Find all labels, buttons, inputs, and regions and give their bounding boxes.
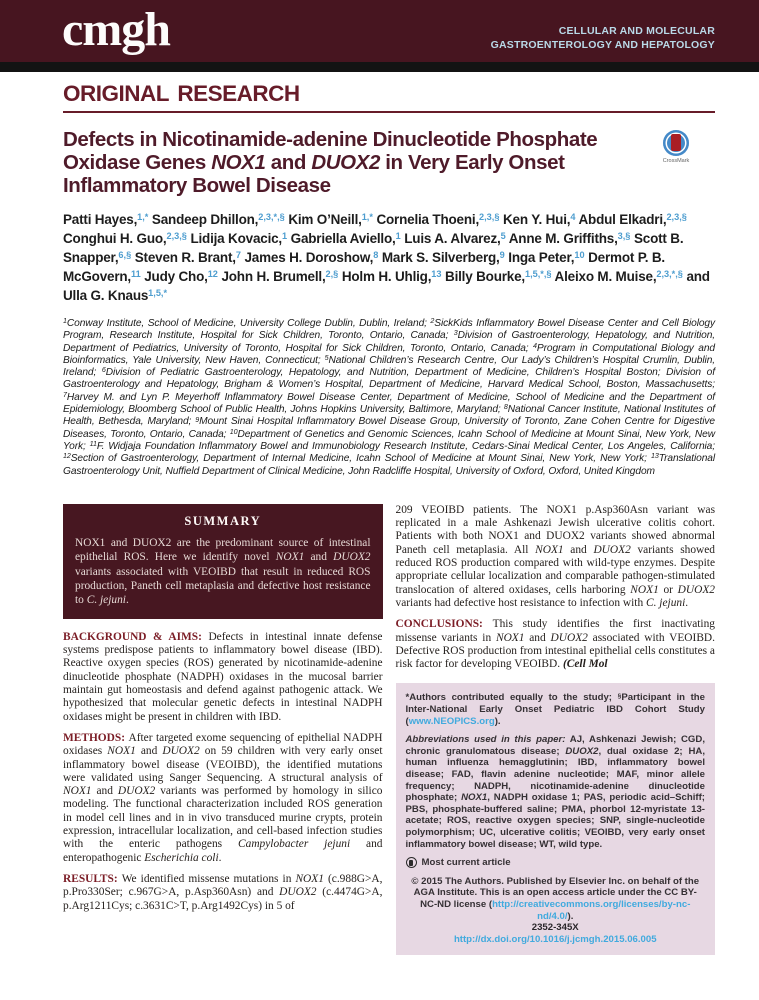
summary-title: SUMMARY xyxy=(184,513,262,528)
conclusions-paragraph: CONCLUSIONS: This study identifies the f… xyxy=(395,618,716,671)
footnote-box: *Authors contributed equally to the stud… xyxy=(395,683,715,956)
left-column: SUMMARY NOX1 and DUOX2 are the predomina… xyxy=(63,503,383,955)
results-continued-paragraph: 209 VEOIBD patients. The NOX1 p.Asp360As… xyxy=(395,503,716,609)
masthead: cmgh CELLULAR AND MOLECULAR GASTROENTERO… xyxy=(0,0,759,62)
abstract-columns: SUMMARY NOX1 and DUOX2 are the predomina… xyxy=(63,503,716,956)
journal-name-line1: CELLULAR AND MOLECULAR xyxy=(558,25,715,37)
doi-line: http://dx.doi.org/10.1016/j.jcmgh.2015.0… xyxy=(406,934,706,946)
journal-name-line2: GASTROENTEROLOGY AND HEPATOLOGY xyxy=(490,38,715,51)
doi-link[interactable]: http://dx.doi.org/10.1016/j.jcmgh.2015.0… xyxy=(453,933,657,945)
methods-paragraph: METHODS: After targeted exome sequencing… xyxy=(63,731,383,864)
author-list: Patti Hayes,1,* Sandeep Dhillon,2,3,*,§ … xyxy=(63,211,710,303)
crossmark-book-shape xyxy=(671,134,681,151)
inline-link[interactable]: http://creativecommons.org/licenses/by-n… xyxy=(492,898,691,922)
most-current-article-label: Most current article xyxy=(421,857,511,869)
inline-link[interactable]: www.NEOPICS.org xyxy=(408,715,495,727)
most-current-article-icon xyxy=(405,857,417,869)
summary-body: NOX1 and DUOX2 are the predominant sourc… xyxy=(75,536,371,607)
most-current-article: Most current article xyxy=(405,857,706,869)
title-row: Defects in Nicotinamide-adenine Dinucleo… xyxy=(63,128,715,197)
author-contribution-note: *Authors contributed equally to the stud… xyxy=(405,692,706,727)
page-content: ORIGINAL RESEARCH Defects in Nicotinamid… xyxy=(0,81,759,956)
right-column: 209 VEOIBD patients. The NOX1 p.Asp360As… xyxy=(395,503,716,956)
crossmark-label: CrossMark xyxy=(662,158,690,164)
article-title: Defects in Nicotinamide-adenine Dinucleo… xyxy=(63,128,598,197)
results-paragraph: RESULTS: We identified missense mutation… xyxy=(63,872,383,912)
divider-stripe xyxy=(0,62,759,72)
crossmark-badge[interactable]: CrossMark xyxy=(655,130,697,164)
copyright-note: © 2015 The Authors. Published by Elsevie… xyxy=(411,875,700,922)
crossmark-icon xyxy=(663,130,689,156)
journal-logo: cmgh xyxy=(62,3,171,56)
issn: 2352-345X xyxy=(531,922,579,934)
journal-name: CELLULAR AND MOLECULAR GASTROENTEROLOGY … xyxy=(491,25,715,52)
affiliations: 1Conway Institute, School of Medicine, U… xyxy=(63,317,716,477)
abbreviations-note: Abbreviations used in this paper: AJ, As… xyxy=(405,734,706,850)
section-label: ORIGINAL RESEARCH xyxy=(63,81,300,106)
section-rule xyxy=(63,111,715,113)
summary-box: SUMMARY NOX1 and DUOX2 are the predomina… xyxy=(63,503,383,619)
background-aims-paragraph: BACKGROUND & AIMS: Defects in intestinal… xyxy=(63,630,383,723)
